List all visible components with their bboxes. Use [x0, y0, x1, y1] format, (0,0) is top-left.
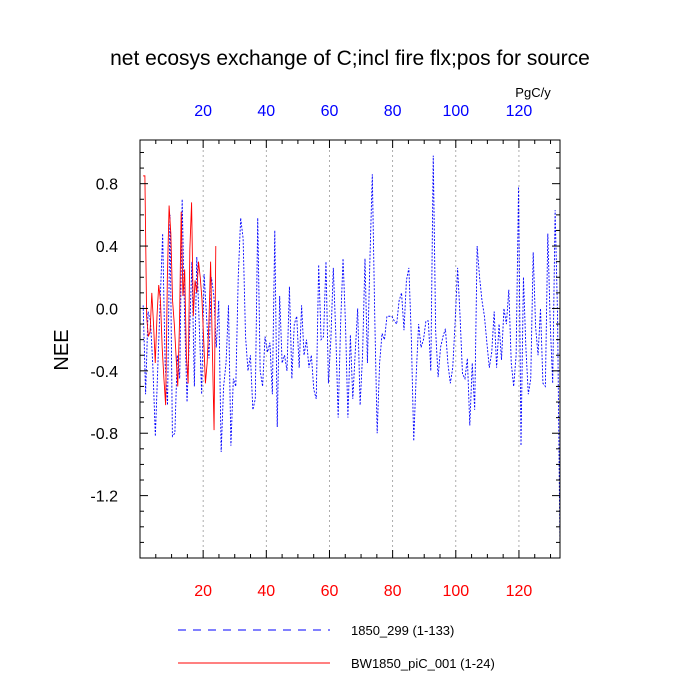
y-tick-label: 0.0 — [96, 301, 118, 318]
legend-label: 1850_299 (1-133) — [351, 623, 454, 638]
x-tick-label-top: 40 — [257, 103, 275, 120]
y-tick-label: -1.2 — [90, 489, 118, 506]
series-line — [143, 175, 217, 431]
legend: 1850_299 (1-133) BW1850_piC_001 (1-24) — [178, 623, 495, 671]
y-tick-label: 0.8 — [96, 177, 118, 194]
plot-frame — [139, 139, 561, 559]
chart-title: net ecosys exchange of C;incl fire flx;p… — [110, 47, 590, 70]
x-tick-label-top: 60 — [321, 103, 339, 120]
x-tick-label-bottom: 40 — [257, 583, 275, 600]
x-tick-label-top: 120 — [506, 103, 533, 120]
axis-ticks: 20 20 40 40 60 60 80 80 100 100 120 120 0.8 0.4 0.0 -0.… — [90, 103, 560, 600]
y-tick-label: -0.4 — [90, 364, 118, 381]
y-tick-label: -0.8 — [90, 426, 118, 443]
legend-label: BW1850_piC_001 (1-24) — [351, 656, 495, 671]
x-tick-label-bottom: 120 — [506, 583, 533, 600]
y-tick-label: 0.4 — [96, 239, 118, 256]
x-tick-label-bottom: 80 — [384, 583, 402, 600]
x-tick-label-top: 80 — [384, 103, 402, 120]
x-tick-label-top: 20 — [194, 103, 212, 120]
x-tick-label-bottom: 100 — [442, 583, 469, 600]
series-line — [142, 155, 561, 551]
series-layer — [142, 155, 561, 551]
x-tick-label-bottom: 60 — [321, 583, 339, 600]
top-axis-unit: PgC/y — [515, 85, 551, 100]
x-tick-label-bottom: 20 — [194, 583, 212, 600]
y-axis-label: NEE — [51, 329, 73, 370]
grid-lines — [202, 140, 520, 558]
x-tick-label-top: 100 — [442, 103, 469, 120]
